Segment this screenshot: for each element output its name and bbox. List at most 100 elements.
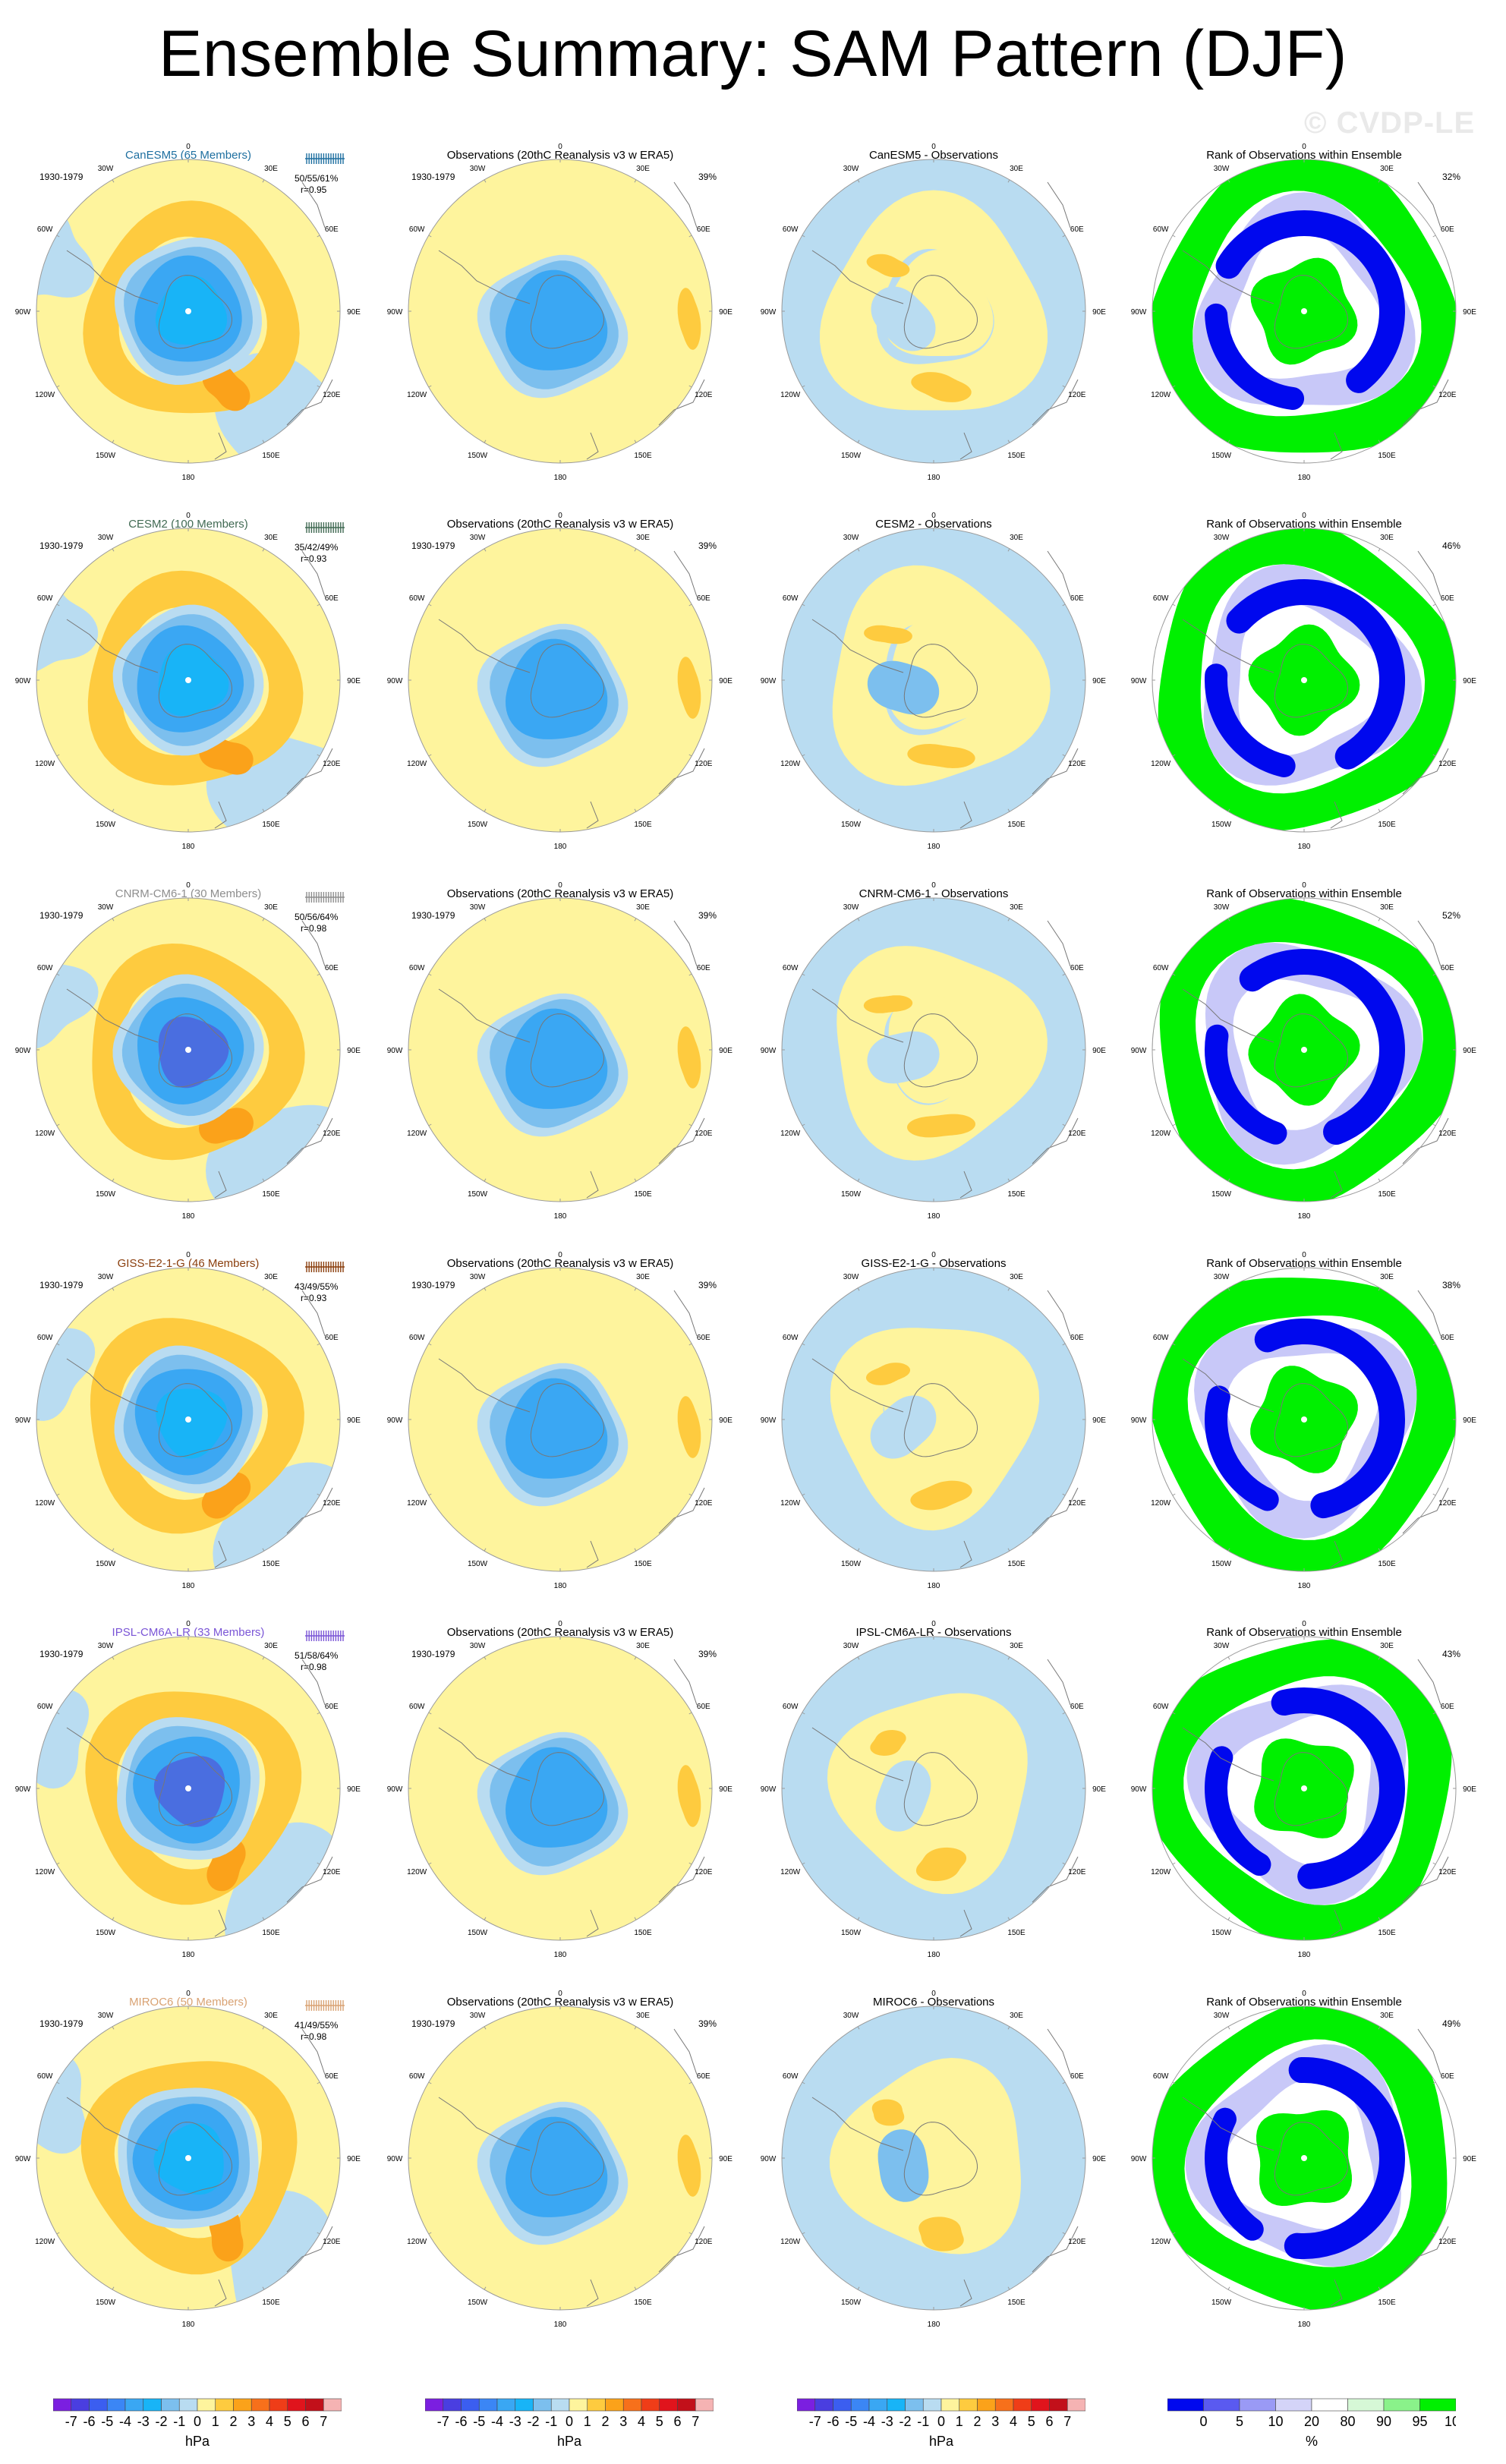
pole-marker	[185, 1416, 191, 1423]
contour-fields	[782, 2006, 1085, 2310]
colorbar-tick-label: 0	[1199, 2414, 1207, 2429]
longitude-label: 30E	[1380, 534, 1394, 542]
longitude-label: 90W	[1131, 1047, 1147, 1055]
field-positive-ring	[87, 570, 304, 786]
rank-percent: 52%	[1442, 910, 1461, 921]
colorbar-tick-label: 90	[1376, 2414, 1391, 2429]
coastlines	[811, 1659, 1079, 1937]
colorbar-tick-label: -4	[491, 2414, 503, 2429]
map-frame	[781, 2006, 1086, 2311]
rank-low-band	[1205, 1385, 1279, 1511]
colorbar-tick-label: 4	[266, 2414, 273, 2429]
coastlines	[66, 550, 333, 829]
new-zealand-coast	[586, 2279, 599, 2307]
rank-low-band	[1215, 210, 1405, 393]
meridian-tick	[1062, 603, 1066, 607]
longitude-label: 150W	[841, 1560, 862, 1568]
longitude-label: 120W	[780, 2238, 801, 2246]
panel-title: CanESM5 - Observations	[868, 149, 999, 162]
meridian-tick	[262, 1287, 265, 1291]
meridian-tick	[262, 440, 265, 443]
longitude-label: 90E	[347, 308, 361, 317]
field-negative-light	[36, 949, 99, 1049]
longitude-label: 30E	[636, 903, 650, 912]
rank-high	[1152, 1639, 1452, 1940]
longitude-label: 120W	[407, 2238, 427, 2246]
longitude-label: 90E	[719, 677, 733, 685]
pattern-correlation: r=0.98	[301, 923, 327, 934]
antarctica-coast	[1274, 644, 1349, 718]
meridian-tick	[802, 1862, 805, 1865]
longitude-label: 150E	[262, 1929, 280, 1937]
colorbar-tick-label: 7	[692, 2414, 699, 2429]
panel-title: Observations (20thC Reanalysis v3 w ERA5…	[446, 1626, 674, 1639]
panel-observations: Observations (20thC Reanalysis v3 w ERA5…	[372, 860, 748, 1241]
longitude-label: 60W	[1153, 225, 1169, 234]
field-negative-3	[506, 1008, 608, 1109]
meridian-tick	[1378, 1656, 1381, 1660]
longitude-label: 120E	[323, 1499, 341, 1508]
australia-coast	[1402, 1856, 1449, 1903]
colorbar-tick-label: -6	[827, 2414, 839, 2429]
longitude-label: 60W	[783, 594, 799, 603]
australia-coast	[1032, 1117, 1079, 1164]
colorbar-swatch	[1013, 2398, 1032, 2412]
africa-coast	[1417, 1659, 1441, 1706]
longitude-label: 0	[186, 1251, 191, 1259]
meridian-tick	[1007, 1656, 1010, 1660]
longitude-label: 90E	[719, 1047, 733, 1055]
rank-low-band	[1205, 2107, 1264, 2241]
longitude-label: 60W	[1153, 594, 1169, 603]
colorbar-swatch	[677, 2398, 696, 2412]
meridian-tick	[262, 1917, 265, 1920]
longitude-label: 30E	[264, 2012, 278, 2020]
longitude-label: 90W	[761, 308, 777, 317]
longitude-label: 60W	[783, 2072, 799, 2081]
longitude-label: 60W	[1153, 2072, 1169, 2081]
longitude-label: 0	[558, 1990, 562, 1998]
meridian-tick	[317, 2232, 320, 2235]
meridian-tick	[634, 1656, 637, 1660]
longitude-label: 150W	[1211, 1190, 1232, 1199]
south-america-coast	[811, 1358, 904, 1413]
australia-coast	[1402, 379, 1449, 426]
meridian-tick	[688, 235, 692, 238]
new-zealand-coast	[959, 2279, 972, 2307]
longitude-label: 0	[558, 143, 562, 151]
colorbar-swatch	[53, 2398, 72, 2412]
antarctica-coast	[903, 1383, 978, 1457]
longitude-label: 30W	[1214, 534, 1230, 542]
variance-explained: 39%	[698, 1649, 717, 1659]
meridian-tick	[1432, 2232, 1436, 2235]
longitude-label: 30E	[636, 165, 650, 173]
meridian-tick	[688, 1862, 692, 1865]
meridian-tick	[56, 235, 60, 238]
antarctica-coast	[1274, 1383, 1349, 1457]
australia-coast	[1402, 748, 1449, 795]
longitude-label: 150W	[96, 1929, 116, 1937]
meridian-tick	[1172, 1712, 1176, 1715]
colorbar-hpa-3: -7 -6 -5 -4 -3 -2 -1 0 1 2 3 4 5 6 7 hPa	[797, 2397, 1085, 2452]
longitude-label: 90W	[1131, 1416, 1147, 1425]
antarctica-coast	[530, 644, 605, 718]
longitude-label: 90W	[387, 677, 403, 685]
longitude-label: 60W	[409, 1703, 425, 1711]
longitude-label: 30E	[1010, 1273, 1023, 1281]
new-zealand-coast	[214, 1909, 227, 1937]
colorbar-swatch	[305, 2398, 324, 2412]
panel-rank: Rank of Observations within Ensemble 32% 0…	[1116, 121, 1492, 503]
polar-map: 0 30E 60E 90E 120E 150E 180 150W 120W 90W 60W 30W	[15, 1620, 361, 1959]
period-label: 1930-1979	[411, 910, 455, 921]
longitude-label: 120W	[1151, 1130, 1171, 1138]
field-negative-3	[506, 2116, 608, 2217]
meridian-tick	[688, 1343, 692, 1346]
australia-coast	[658, 1487, 705, 1534]
colorbar-tick-label: -6	[83, 2414, 95, 2429]
contour-fields	[408, 1268, 712, 1571]
meridian-tick	[262, 1548, 265, 1552]
longitude-label: 30W	[470, 1273, 486, 1281]
period-label: 1930-1979	[39, 172, 83, 182]
meridian-tick	[56, 1343, 60, 1346]
longitude-label: 120W	[780, 1130, 801, 1138]
